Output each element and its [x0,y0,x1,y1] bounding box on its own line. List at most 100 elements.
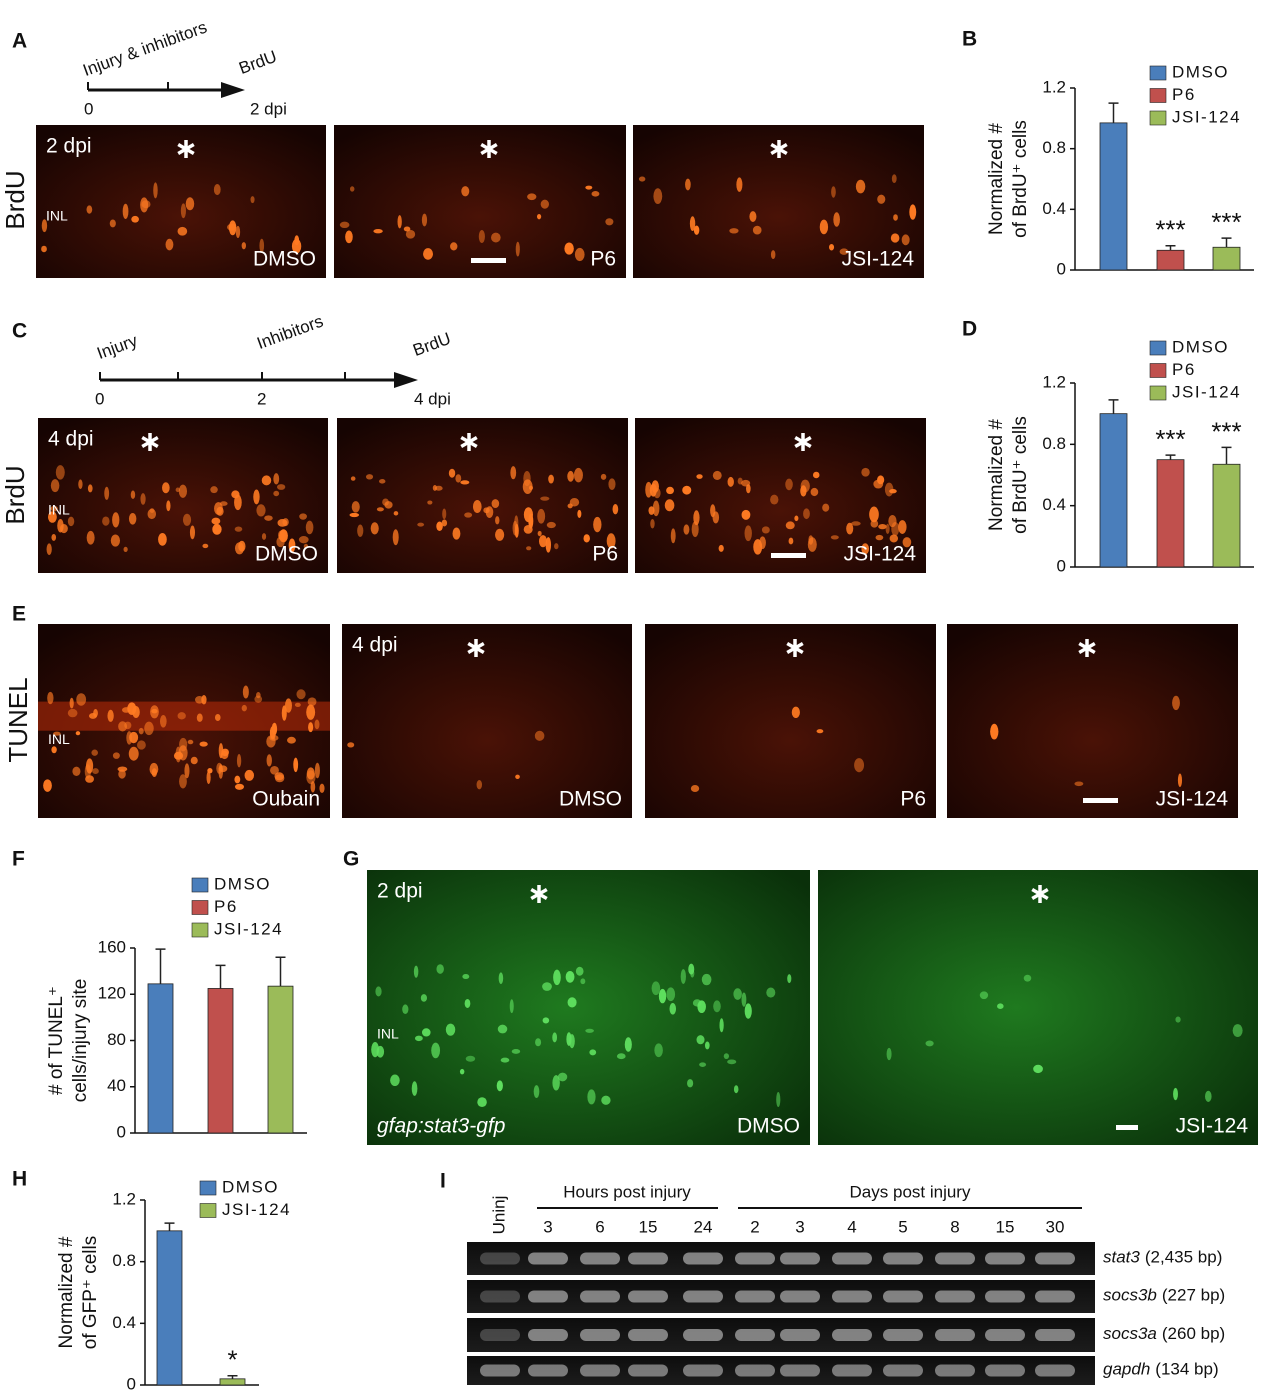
legend-label: JSI-124 [1172,107,1241,126]
cell [138,727,144,735]
cell [704,1041,710,1050]
gel-band [832,1252,872,1265]
gel-band [628,1364,668,1377]
cell [177,712,186,720]
cell [104,486,110,500]
cell [495,528,505,541]
bar [156,1230,183,1386]
cell [573,467,583,483]
cell [53,731,61,736]
asterisk [467,641,485,655]
micrograph [635,418,926,573]
legend-swatch [199,1180,217,1196]
cell [515,241,520,257]
cell [434,485,443,491]
y-tick-label: 0 [1057,556,1066,575]
cell [854,758,865,773]
cell [411,1081,418,1096]
cell [651,981,661,996]
cell [392,529,399,546]
cell [109,219,116,228]
cell [436,521,443,532]
cell [234,783,245,790]
cell [47,691,54,705]
cell [533,1085,540,1099]
cell [567,470,574,482]
y-tick-label: 160 [98,937,126,956]
error-bar [1221,446,1232,465]
cell [523,470,531,487]
cell [296,689,306,700]
timeline-arrow [394,372,418,388]
cell [75,731,81,736]
cell [91,749,98,756]
cell [875,534,884,541]
layer-label: INL [377,1026,399,1042]
cell [885,523,890,534]
bar [1156,459,1185,568]
image-label: 2 dpi [46,135,92,158]
cell [122,203,129,219]
cell [736,177,743,192]
cell [462,974,470,980]
asterisk [794,435,812,449]
bar [267,985,294,1134]
image-label: 4 dpi [48,428,94,451]
cell [542,982,552,991]
cell [130,490,136,499]
band-size: (227 bp) [1162,1286,1225,1305]
cell [184,763,190,779]
cell [136,740,146,750]
cell [744,525,752,542]
cell [495,516,500,525]
gel-band [735,1364,775,1377]
cell [523,507,534,523]
gel-band [935,1252,975,1265]
image-label: DMSO [559,788,622,811]
cell [452,527,461,540]
y-tick-label: 0 [127,1374,136,1393]
cell [888,515,897,528]
cell [414,1035,423,1042]
cell [250,196,255,204]
group-label: Days post injury [850,1182,971,1201]
cell [298,535,309,544]
cell [498,972,504,985]
cell [891,174,897,184]
timeline-label: 0 [84,99,93,118]
cell [723,1053,730,1060]
cell [234,526,243,532]
layer-label: INL [48,731,70,747]
cell [534,730,545,741]
cell [608,478,616,490]
cell [759,536,766,550]
y-axis-label: of BrdU⁺ cells [1010,120,1031,238]
cell [213,184,221,196]
error-bar [164,1222,175,1231]
gel-band [683,1329,723,1341]
asterisk [770,142,788,156]
cell [878,524,887,530]
y-tick-label: 0.8 [112,1251,136,1270]
cell [752,225,762,235]
lane-label: 30 [1046,1217,1065,1236]
significance: *** [1211,207,1241,237]
micrograph [947,624,1238,818]
lane-label: 5 [898,1217,907,1236]
cell [234,542,245,555]
gel-band [735,1252,775,1265]
cell [545,537,552,553]
cell [376,507,384,512]
cell [178,484,188,498]
image-label: P6 [590,248,616,271]
bar [1212,463,1241,568]
cell [86,530,95,545]
cell [423,248,434,260]
cell [350,476,356,481]
lane-label: 15 [639,1217,658,1236]
cell [382,498,389,506]
y-tick-label: 0.4 [112,1313,136,1332]
gel-band [985,1364,1025,1377]
cell [822,503,830,512]
cell [884,482,894,497]
